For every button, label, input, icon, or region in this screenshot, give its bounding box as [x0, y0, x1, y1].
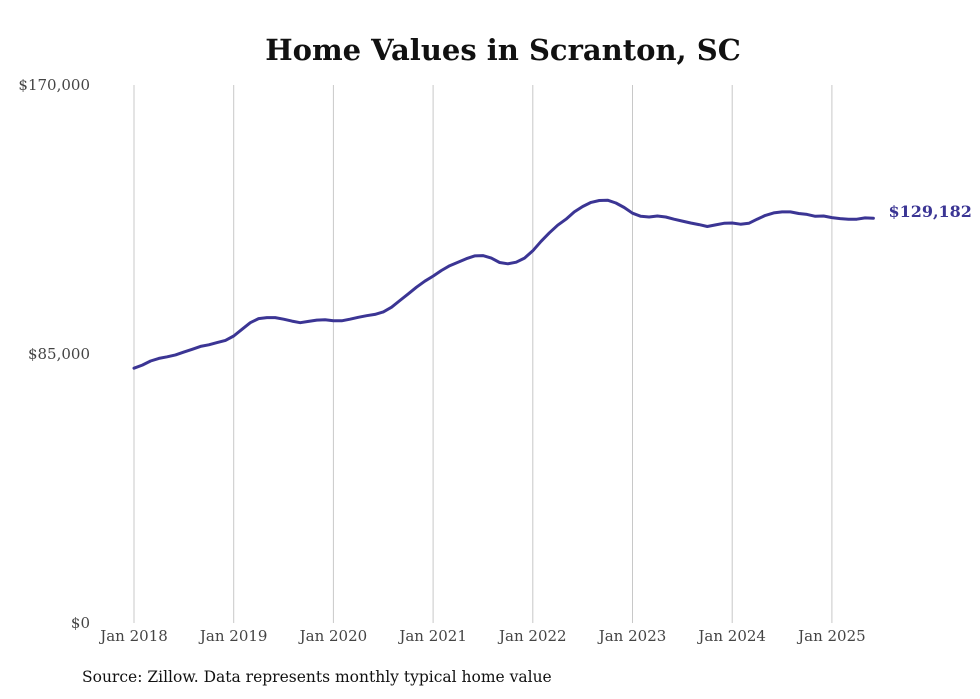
series-line — [132, 198, 875, 370]
y-axis-ticks: $0 $85,000 $170,000 — [18, 76, 90, 632]
chart-title: Home Values in Scranton, SC — [265, 33, 741, 67]
x-tick-label: Jan 2018 — [98, 627, 168, 645]
x-tick-label: Jan 2020 — [298, 627, 368, 645]
grid-lines — [133, 85, 833, 623]
x-tick-label: Jan 2025 — [796, 627, 866, 645]
line-chart: Home Values in Scranton, SC $0 $85,000 $17… — [18, 33, 972, 645]
x-axis-ticks: Jan 2018 Jan 2019 Jan 2020 Jan 2021 Jan 2022… — [98, 627, 865, 645]
series-line-group — [132, 198, 875, 370]
y-tick-label: $85,000 — [28, 345, 90, 363]
y-tick-label: $170,000 — [18, 76, 90, 94]
source-note: Source: Zillow. Data represents monthly … — [82, 668, 552, 686]
x-tick-label: Jan 2023 — [597, 627, 667, 645]
x-tick-label: Jan 2024 — [696, 627, 766, 645]
x-tick-label: Jan 2019 — [198, 627, 268, 645]
y-tick-label: $0 — [71, 614, 90, 632]
x-tick-label: Jan 2021 — [397, 627, 467, 645]
x-tick-label: Jan 2022 — [497, 627, 567, 645]
end-value-label: $129,182 — [888, 202, 972, 221]
